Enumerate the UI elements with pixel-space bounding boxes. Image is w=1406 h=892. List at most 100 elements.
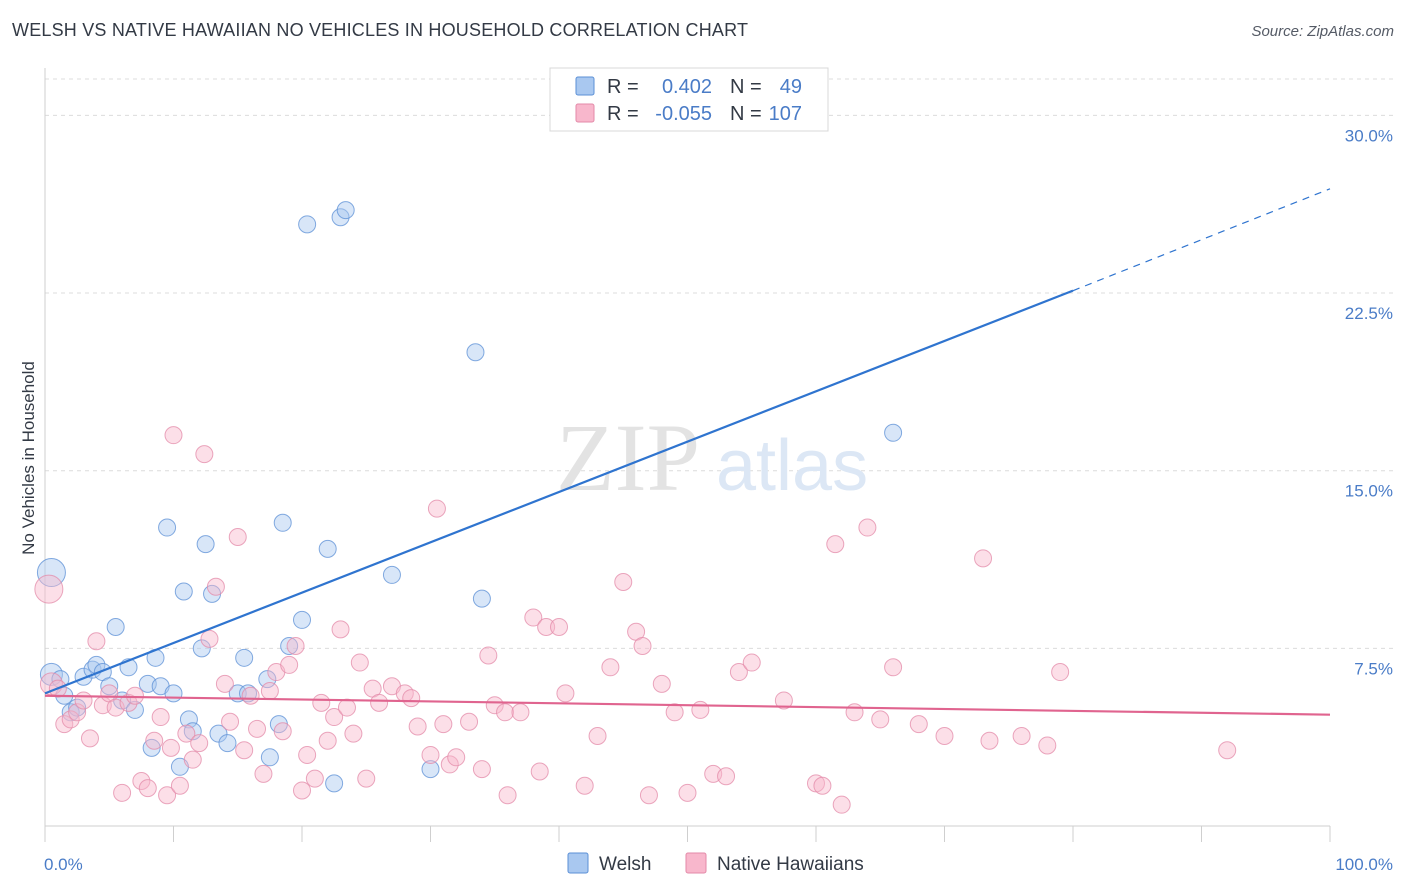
native-hawaiian-point xyxy=(460,712,479,731)
welsh-point xyxy=(125,700,144,719)
legend-n-value-native-hawaiians: 107 xyxy=(769,103,802,125)
legend-r-label-welsh: R = xyxy=(607,76,639,98)
native-hawaiian-point xyxy=(639,786,658,805)
welsh-trend-extension xyxy=(1072,188,1331,292)
native-hawaiian-point xyxy=(145,731,164,750)
welsh-point xyxy=(884,423,903,442)
native-hawaiian-point xyxy=(884,658,903,677)
native-hawaiian-point xyxy=(434,715,453,734)
native-hawaiian-point xyxy=(280,655,299,674)
native-hawaiian-point xyxy=(447,748,466,767)
native-hawaiian-point xyxy=(614,573,633,592)
bottom-legend: Welsh Native Hawaiians xyxy=(567,852,864,875)
welsh-point xyxy=(260,748,279,767)
welsh-point xyxy=(174,582,193,601)
welsh-point xyxy=(293,610,311,629)
welsh-point xyxy=(258,670,277,689)
welsh-point xyxy=(158,518,177,537)
native-hawaiian-point xyxy=(421,745,440,764)
native-hawaiian-point xyxy=(177,724,196,743)
bottom-legend-swatch-welsh xyxy=(567,852,589,874)
native-hawaiian-point xyxy=(74,691,93,710)
native-hawaiian-point xyxy=(221,712,240,731)
native-hawaiian-point xyxy=(556,684,575,703)
welsh-point xyxy=(100,677,119,696)
welsh-point xyxy=(179,710,198,729)
native-hawaiian-point xyxy=(61,710,80,729)
native-hawaiian-point xyxy=(575,776,594,795)
native-hawaiian-point xyxy=(113,783,132,802)
y-tick-label: 22.5% xyxy=(1345,304,1393,323)
native-hawaiian-point xyxy=(248,719,267,738)
native-hawaiian-point xyxy=(652,674,671,693)
native-hawaiian-point xyxy=(344,724,363,743)
legend-r-label-native-hawaiians: R = xyxy=(607,103,639,125)
native-hawaiian-point xyxy=(161,738,180,757)
gridlines xyxy=(45,78,1395,649)
native-hawaiian-point xyxy=(235,741,254,760)
native-hawaiian-point xyxy=(241,686,260,705)
bottom-legend-label-welsh: Welsh xyxy=(599,854,651,875)
watermark: ZIP atlas xyxy=(556,404,868,511)
welsh-point xyxy=(68,698,87,717)
welsh-point xyxy=(164,684,183,703)
native-hawaiian-point xyxy=(408,717,427,736)
native-hawaiians-trend-line xyxy=(44,694,1331,716)
welsh-point xyxy=(466,343,485,362)
native-hawaiian-point xyxy=(325,708,344,727)
native-hawaiian-point xyxy=(909,715,928,734)
native-hawaiian-point xyxy=(440,755,459,774)
native-hawaiian-point xyxy=(200,629,219,648)
native-hawaiian-point xyxy=(80,729,99,748)
welsh-point xyxy=(218,734,237,753)
welsh-point xyxy=(382,565,401,584)
native-hawaiian-point xyxy=(832,795,851,814)
native-hawaiian-point xyxy=(331,620,350,639)
native-hawaiian-point xyxy=(151,708,170,727)
native-hawaiian-point xyxy=(190,734,209,753)
welsh-point xyxy=(61,703,80,722)
welsh-point xyxy=(336,201,355,220)
welsh-point xyxy=(318,539,337,558)
native-hawaiian-point xyxy=(158,786,177,805)
welsh-point xyxy=(298,215,317,234)
native-hawaiian-point xyxy=(427,499,446,518)
native-hawaiian-point xyxy=(691,700,710,719)
native-hawaiian-point xyxy=(164,426,183,445)
native-hawaiian-point xyxy=(742,653,761,672)
native-hawaiian-point xyxy=(550,618,568,637)
native-hawaiian-point xyxy=(974,549,993,568)
native-hawaiian-point xyxy=(1038,736,1057,755)
watermark-atlas: atlas xyxy=(716,426,868,506)
native-hawaiian-point xyxy=(254,764,273,783)
native-hawaiian-point xyxy=(87,632,106,651)
native-hawaiian-point xyxy=(34,574,64,604)
welsh-point xyxy=(106,618,125,637)
native-hawaiian-point xyxy=(286,636,305,655)
native-hawaiian-point xyxy=(524,608,543,627)
welsh-point xyxy=(421,760,440,779)
native-hawaiian-point xyxy=(485,696,504,715)
legend-n-label-native-hawaiians: N = xyxy=(730,103,762,125)
x-tick-label-right: 100.0% xyxy=(1335,855,1393,874)
legend-n-label-welsh: N = xyxy=(730,76,762,98)
tick-labels: 7.5% 15.0% 22.5% 30.0% 0.0% 100.0% xyxy=(44,126,1393,874)
native-hawaiian-point xyxy=(633,636,652,655)
native-hawaiian-point xyxy=(183,750,202,769)
native-hawaiian-point xyxy=(845,703,864,722)
native-hawaiian-point xyxy=(273,722,292,741)
native-hawaiian-point xyxy=(935,726,954,745)
legend-swatch-native-hawaiians xyxy=(575,103,595,123)
watermark-zip: ZIP xyxy=(556,404,700,511)
chart-title: WELSH VS NATIVE HAWAIIAN NO VEHICLES IN … xyxy=(12,20,749,40)
native-hawaiian-point xyxy=(402,689,421,708)
legend-r-value-welsh: 0.402 xyxy=(662,76,712,98)
y-tick-label: 15.0% xyxy=(1345,482,1393,501)
welsh-point xyxy=(273,513,292,532)
native-hawaiian-point xyxy=(215,674,234,693)
native-hawaiian-point xyxy=(370,693,389,712)
native-hawaiian-point xyxy=(170,776,189,795)
native-hawaiian-point xyxy=(871,710,890,729)
native-hawaiian-point xyxy=(479,646,498,665)
